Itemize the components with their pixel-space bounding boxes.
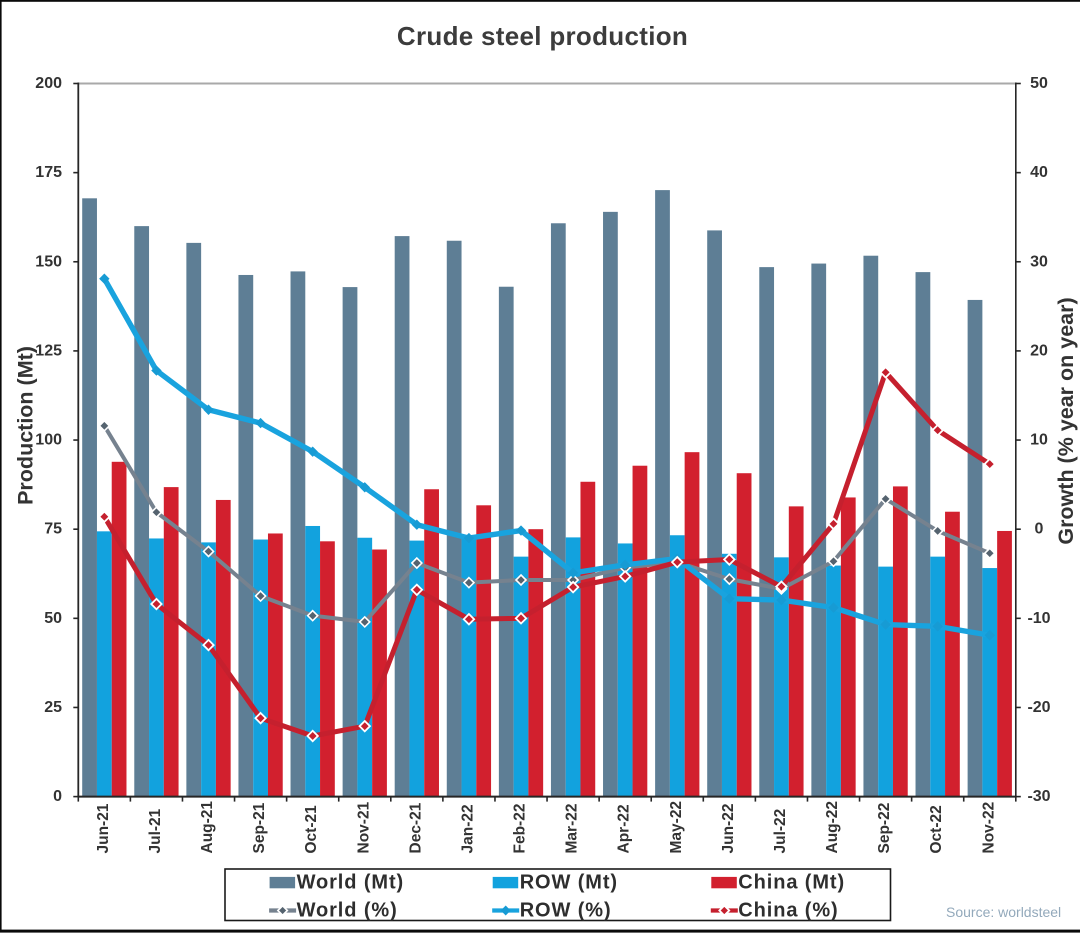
svg-text:20: 20 [1030, 342, 1048, 359]
svg-text:Nov-22: Nov-22 [980, 802, 997, 854]
svg-text:-20: -20 [1027, 699, 1050, 716]
svg-text:Jul-22: Jul-22 [772, 809, 789, 854]
svg-text:40: 40 [1030, 164, 1048, 181]
svg-text:125: 125 [35, 342, 62, 359]
svg-text:-30: -30 [1027, 788, 1050, 805]
svg-text:-10: -10 [1027, 610, 1050, 627]
svg-text:100: 100 [35, 432, 62, 449]
svg-text:Mar-22: Mar-22 [564, 804, 581, 854]
svg-text:175: 175 [35, 164, 62, 181]
svg-text:Jan-22: Jan-22 [459, 804, 476, 853]
svg-text:ROW (%): ROW (%) [520, 900, 612, 922]
svg-text:Aug-21: Aug-21 [199, 801, 216, 854]
svg-text:ROW (Mt): ROW (Mt) [520, 872, 618, 894]
svg-text:Crude steel production: Crude steel production [397, 21, 688, 51]
svg-text:World (Mt): World (Mt) [297, 872, 405, 894]
svg-text:150: 150 [35, 253, 62, 270]
svg-text:World (%): World (%) [297, 900, 398, 922]
svg-text:75: 75 [44, 521, 62, 538]
svg-text:50: 50 [1030, 75, 1048, 92]
svg-text:Production (Mt): Production (Mt) [14, 346, 38, 505]
svg-text:Jun-21: Jun-21 [95, 803, 112, 853]
svg-text:200: 200 [35, 75, 62, 92]
svg-text:Aug-22: Aug-22 [824, 801, 841, 854]
svg-text:Oct-21: Oct-21 [303, 805, 320, 854]
svg-text:Growth (% year on year): Growth (% year on year) [1054, 297, 1078, 544]
svg-text:Dec-21: Dec-21 [407, 802, 424, 853]
svg-text:Sep-22: Sep-22 [876, 803, 893, 854]
svg-text:Oct-22: Oct-22 [928, 805, 945, 853]
svg-text:China (%): China (%) [738, 900, 838, 922]
svg-text:Feb-22: Feb-22 [512, 804, 529, 854]
svg-text:Apr-22: Apr-22 [616, 804, 633, 853]
svg-text:10: 10 [1030, 432, 1048, 449]
svg-text:25: 25 [44, 699, 62, 716]
svg-text:Source: worldsteel: Source: worldsteel [946, 904, 1061, 920]
svg-text:May-22: May-22 [668, 801, 685, 854]
svg-text:Jul-21: Jul-21 [147, 808, 164, 853]
svg-text:Sep-21: Sep-21 [251, 802, 268, 853]
svg-text:Nov-21: Nov-21 [355, 801, 372, 853]
svg-text:30: 30 [1030, 253, 1048, 270]
svg-text:50: 50 [44, 610, 62, 627]
svg-text:Jun-22: Jun-22 [720, 804, 737, 854]
svg-text:0: 0 [1035, 521, 1044, 538]
svg-text:0: 0 [53, 788, 62, 805]
svg-text:China (Mt): China (Mt) [738, 872, 845, 894]
